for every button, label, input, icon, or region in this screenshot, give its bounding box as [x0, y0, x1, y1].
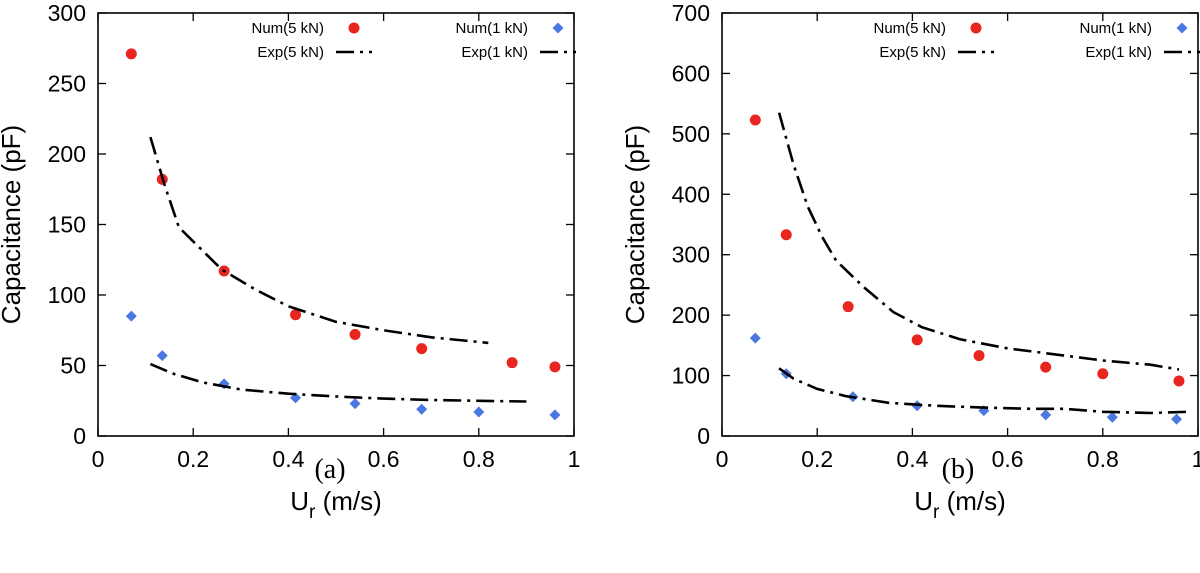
- x-tick-label: 0.4: [272, 446, 304, 472]
- x-tick-label: 0.8: [463, 446, 495, 472]
- data-point-num-1kn: [1171, 413, 1183, 425]
- x-tick-label: 0.2: [177, 446, 209, 472]
- x-tick-label: 1: [1192, 446, 1200, 472]
- y-tick-label: 100: [672, 363, 710, 389]
- data-point-num-5kn: [842, 301, 854, 313]
- x-axis-label-main: U: [914, 486, 933, 516]
- legend-label: Exp(1 kN): [1085, 44, 1152, 61]
- legend: Num(5 kN) Num(1 kN) Exp(5 kN) Exp(1 kN): [251, 20, 576, 61]
- data-point-num-5kn: [549, 361, 561, 373]
- data-point-num-5kn: [506, 357, 518, 369]
- series-line-exp-1-kn: [778, 367, 1189, 415]
- series-line-exp-5-kn: [777, 112, 1180, 371]
- y-tick-label: 100: [48, 282, 86, 308]
- data-point-num-1kn: [416, 403, 428, 415]
- data-point-num-5kn: [749, 114, 761, 126]
- y-axis-label: Capacitance (pF): [620, 125, 650, 324]
- x-axis-label-unit: (m/s): [315, 486, 381, 516]
- plot-frame: [721, 12, 1199, 437]
- data-point-num-1kn: [349, 398, 361, 410]
- data-point-num-1kn: [156, 350, 168, 362]
- legend: Num(5 kN) Num(1 kN) Exp(5 kN) Exp(1 kN): [873, 20, 1200, 61]
- legend-diamond-swatch: [1176, 22, 1188, 34]
- x-axis-label-subscript: r: [309, 502, 316, 523]
- x-tick-label: 0: [716, 446, 729, 472]
- x-tick-label: 1: [568, 446, 581, 472]
- x-tick-label: 0.8: [1087, 446, 1119, 472]
- legend-label: Num(1 kN): [1079, 20, 1152, 37]
- legend-diamond-swatch: [552, 22, 564, 34]
- data-point-num-5kn: [780, 229, 792, 241]
- x-tick-label: 0: [92, 446, 105, 472]
- x-axis-label-subscript: r: [933, 502, 940, 523]
- x-axis-label: Ur (m/s): [290, 486, 382, 523]
- data-point-num-1kn: [473, 406, 485, 418]
- y-tick-label: 300: [48, 0, 86, 26]
- data-point-num-1kn: [1106, 411, 1118, 423]
- data-point-num-1kn: [1040, 409, 1052, 421]
- y-tick-label: 250: [48, 71, 86, 97]
- y-tick-label: 600: [672, 60, 710, 86]
- data-point-num-5kn: [973, 350, 985, 362]
- plot-frame: [97, 12, 575, 437]
- legend-label: Exp(1 kN): [461, 44, 528, 61]
- y-tick-label: 400: [672, 181, 710, 207]
- x-axis-label-unit: (m/s): [939, 486, 1005, 516]
- y-tick-label: 300: [672, 242, 710, 268]
- data-point-num-5kn: [125, 48, 137, 60]
- y-tick-label: 200: [48, 141, 86, 167]
- legend-label: Num(5 kN): [251, 20, 324, 37]
- data-point-num-5kn: [1173, 375, 1185, 387]
- legend-circle-swatch: [970, 22, 982, 34]
- y-tick-label: 0: [73, 423, 86, 449]
- panel-a: 0 0.2 0.4 0.6 0.8 1 0 50 100 150 200 250 300 Ur (m/s)…: [0, 0, 580, 523]
- legend-label: Exp(5 kN): [257, 44, 324, 61]
- data-point-num-1kn: [125, 310, 137, 322]
- legend-label: Num(1 kN): [455, 20, 528, 37]
- data-point-num-5kn: [349, 328, 361, 340]
- x-axis-label-main: U: [290, 486, 309, 516]
- data-point-num-1kn: [749, 332, 761, 344]
- data-point-num-5kn: [416, 343, 428, 355]
- legend-label: Exp(5 kN): [879, 44, 946, 61]
- legend-label: Num(5 kN): [873, 20, 946, 37]
- y-axis-label: Capacitance (pF): [0, 125, 26, 324]
- series-line-exp-1-kn: [149, 362, 527, 403]
- series-line-exp-5-kn: [149, 136, 489, 345]
- x-axis-label: Ur (m/s): [914, 486, 1006, 523]
- panel-caption: (a): [314, 454, 345, 485]
- legend-circle-swatch: [348, 22, 360, 34]
- panel-b: 0 0.2 0.4 0.6 0.8 1 0 100 200 300 400 500 600 700 Ur (…: [620, 0, 1200, 523]
- data-point-num-5kn: [1097, 368, 1109, 380]
- data-point-num-5kn: [1040, 361, 1052, 373]
- data-point-num-5kn: [911, 334, 923, 346]
- data-point-num-5kn: [290, 309, 302, 321]
- y-tick-label: 700: [672, 0, 710, 26]
- y-tick-label: 50: [60, 353, 86, 379]
- x-tick-label: 0.4: [896, 446, 928, 472]
- panel-caption: (b): [942, 454, 975, 485]
- x-tick-label: 0.2: [801, 446, 833, 472]
- y-tick-label: 500: [672, 121, 710, 147]
- x-tick-label: 0.6: [992, 446, 1024, 472]
- data-point-num-1kn: [549, 409, 561, 421]
- y-tick-label: 200: [672, 302, 710, 328]
- y-tick-label: 150: [48, 212, 86, 238]
- y-tick-label: 0: [697, 423, 710, 449]
- x-tick-label: 0.6: [368, 446, 400, 472]
